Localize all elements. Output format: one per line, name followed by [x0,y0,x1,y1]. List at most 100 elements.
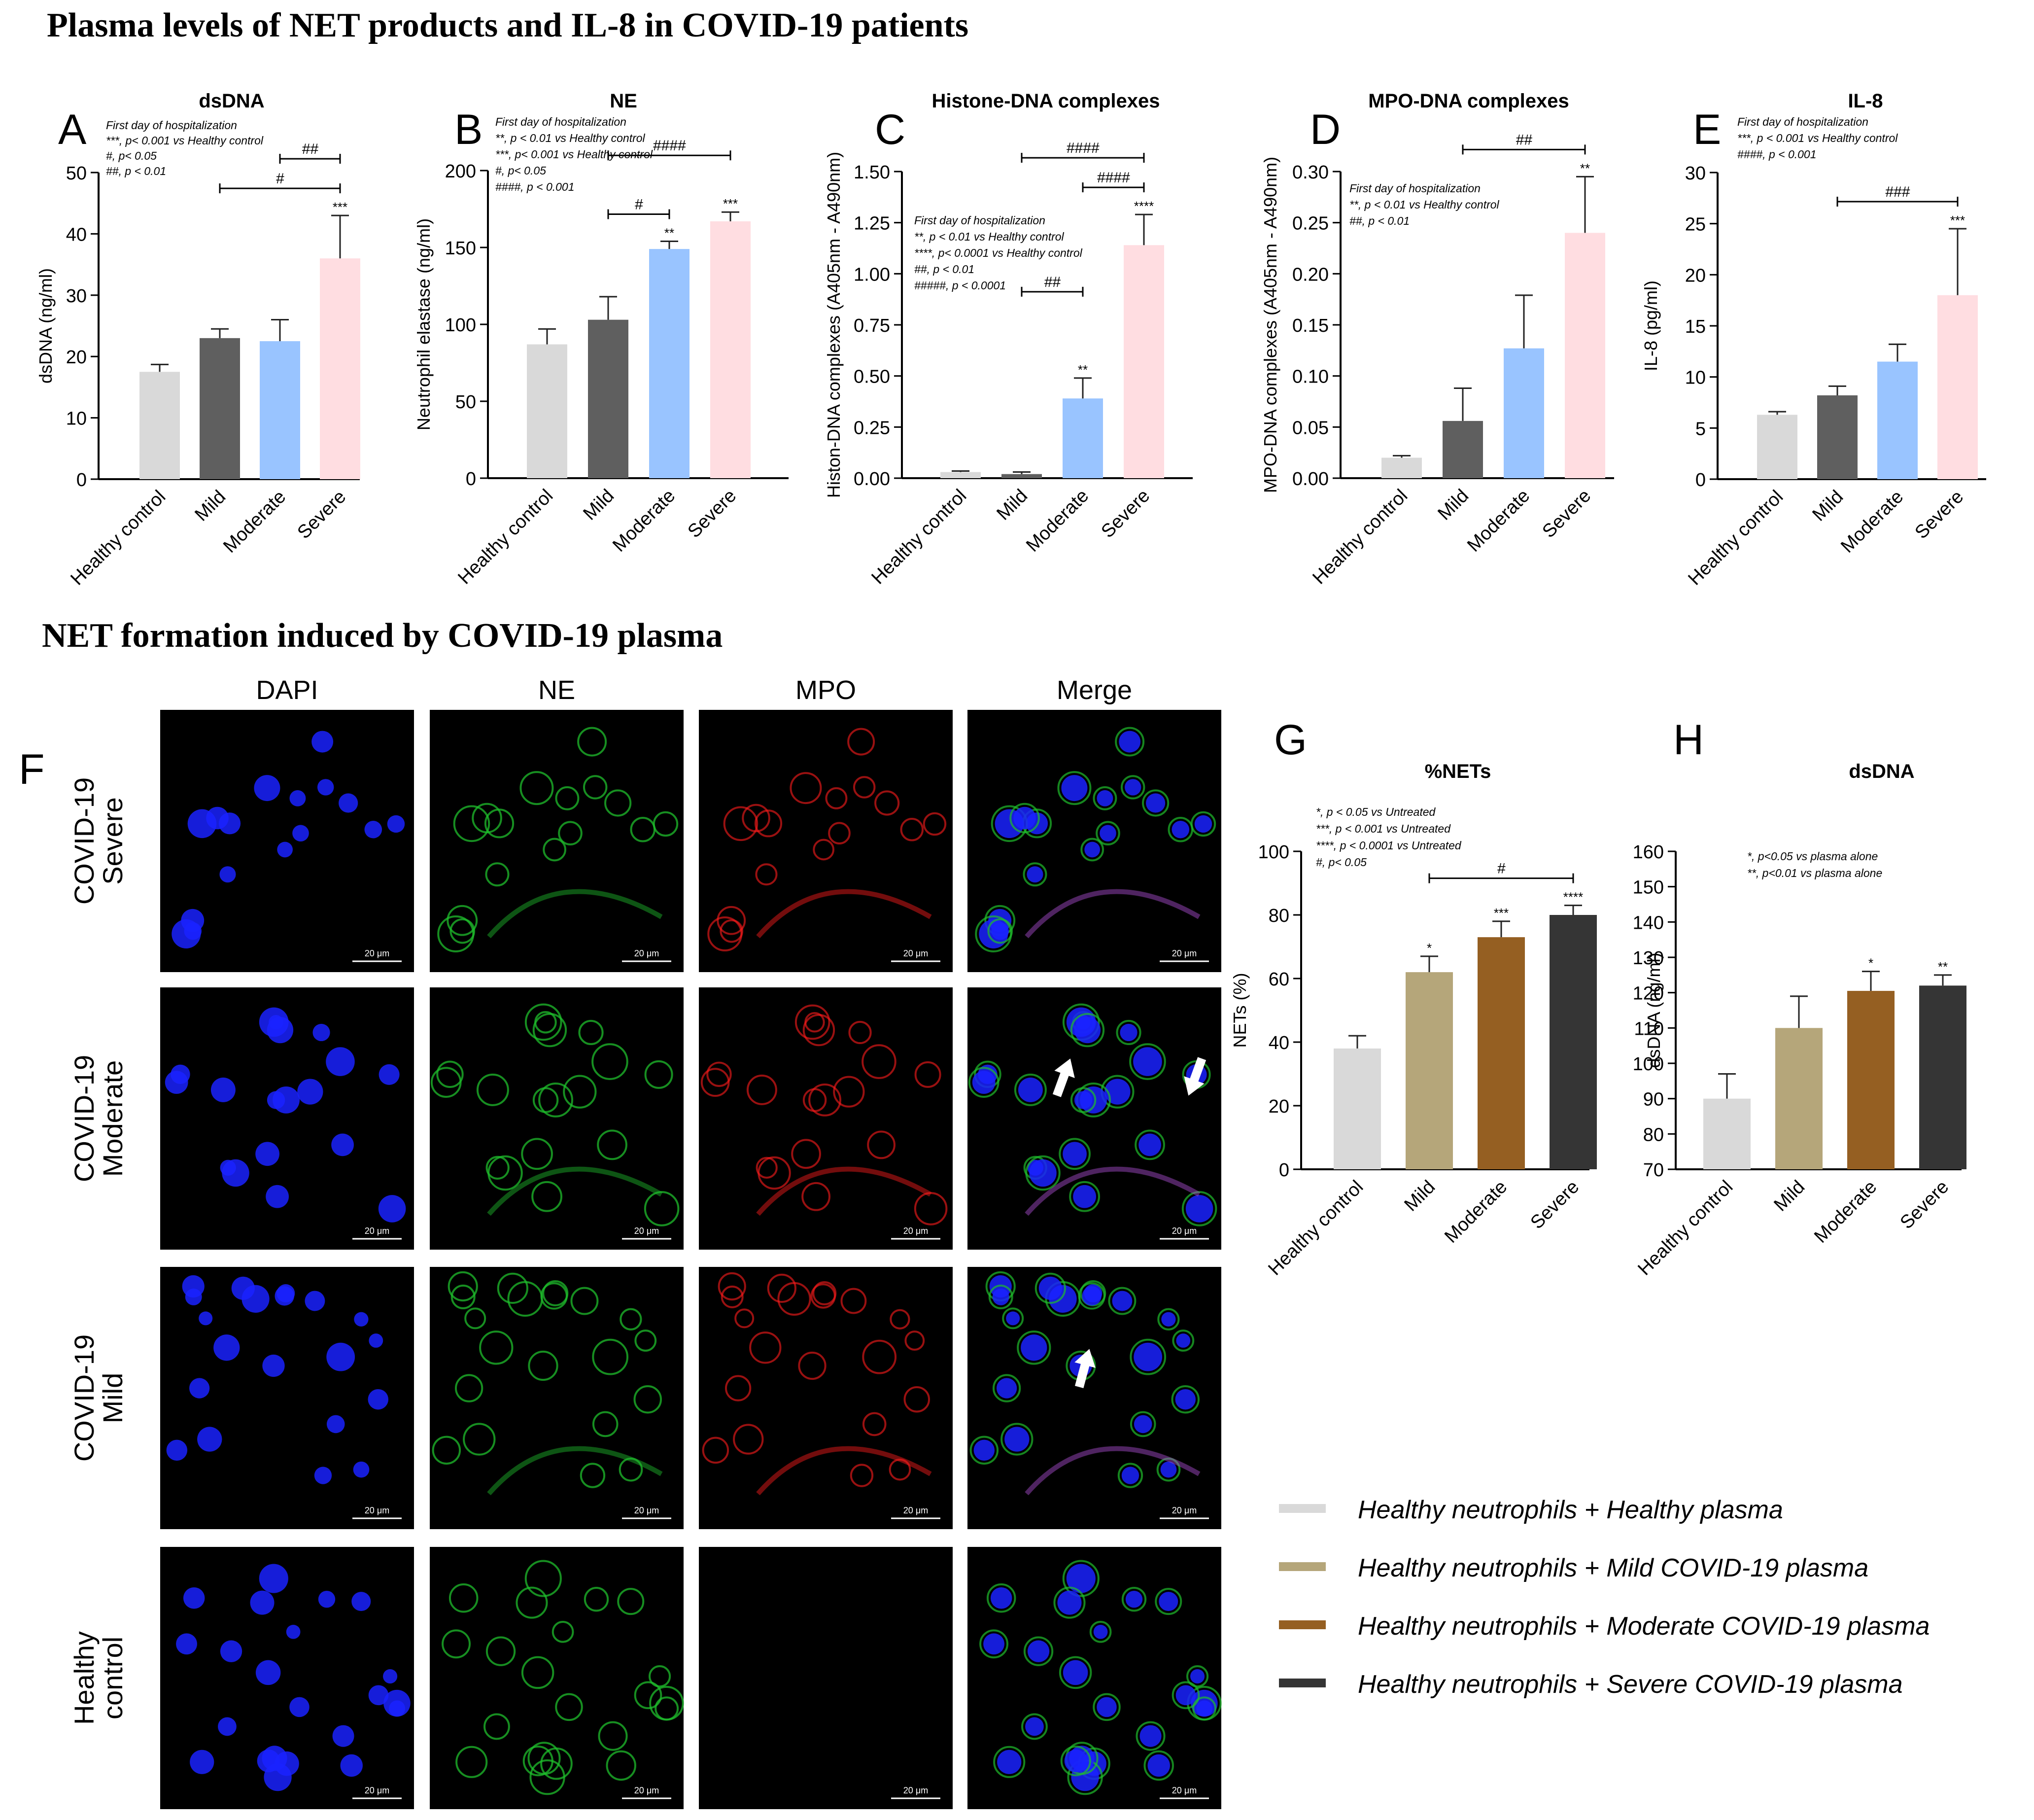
merge-nucleus [1082,1286,1102,1306]
scale-bar-label: 20 μm [1172,1785,1197,1795]
chart-D: D MPO-DNA complexes 0.00 0.05 0.10 0.15 0.20 0.… [1260,90,1614,589]
stats-note-line: ##, p < 0.01 [106,165,166,177]
mpo-signal [890,1309,910,1330]
x-tick-label: Healthy control [867,486,970,589]
nucleus [387,815,405,833]
micrograph-mpo [699,1547,953,1809]
merge-nucleus [1097,1697,1117,1717]
ne-granules [555,786,580,810]
ne-granules [464,1307,486,1330]
mpo-signal [723,806,758,841]
x-tick-label: Mild [1808,487,1847,525]
bracket-label: #### [653,138,686,154]
y-tick-label: 1.25 [854,213,890,234]
x-tick-label: Mild [191,487,230,525]
merge-ring [1002,1307,1024,1330]
arrow-marker [1074,1349,1096,1388]
nucleus [176,1633,198,1655]
x-tick-label: Severe [1527,1177,1584,1233]
chart-title-G: %NETs [1425,761,1491,782]
ne-granules [634,1681,662,1710]
ne-granules [485,1155,510,1180]
bar-moderate [260,341,300,479]
y-tick-label: 80 [1643,1124,1664,1145]
y-tick-label: 0.20 [1292,264,1329,285]
mpo-signal [802,1088,827,1112]
ne-granules [485,862,510,887]
x-tick-label: Healthy control [1634,1177,1737,1280]
ne-granules [487,1155,523,1191]
merge-ring [1116,1019,1141,1046]
ne-granules [619,1457,643,1482]
y-tick-label: 1.00 [854,264,890,285]
stats-note-line: ***, p< 0.001 vs Healthy control [495,148,653,161]
nucleus [351,1592,371,1611]
y-tick-label: 100 [1633,1054,1664,1075]
nucleus [311,731,334,753]
mpo-signal [706,1061,732,1087]
merge-nucleus [1084,841,1100,858]
merge-nucleus [1006,1311,1020,1326]
significance-stars: *** [1950,213,1965,228]
stats-note-line: First day of hospitalization [106,119,237,132]
bar-healthy-control [1381,457,1422,478]
merge-ring [1060,1746,1091,1777]
chart-title-D: MPO-DNA complexes [1368,90,1569,112]
merge-nucleus [1176,1333,1191,1348]
significance-stars: ** [1938,959,1948,974]
bar-healthy-control [527,344,567,478]
y-tick-label: 5 [1695,419,1706,439]
chart-title-A: dsDNA [199,90,264,112]
row-label-line2: Moderate [97,1060,128,1177]
mpo-signal [900,817,924,841]
nucleus [189,1378,210,1399]
y-axis-label-A: dsDNA (ng/ml) [35,268,56,384]
merge-ring [1014,1073,1047,1106]
scale-bar-label: 20 μm [365,1226,389,1236]
x-tick-label: Healthy control [1309,486,1412,589]
legend-label: Healthy neutrophils + Severe COVID-19 pl… [1358,1670,1903,1699]
merge-nucleus [1073,1185,1096,1208]
x-tick-label: Severe [294,487,350,543]
y-tick-label: 0 [466,469,476,490]
merge-ring [1129,1043,1166,1080]
merge-ring [1121,1586,1147,1612]
mpo-signal [755,863,778,886]
merge-nucleus [1057,1590,1082,1615]
mpo-signal [742,804,770,833]
nucleus [267,1091,285,1109]
x-tick-label: Healthy control [67,487,170,590]
merge-nucleus [973,1439,995,1461]
merge-ring [1023,862,1047,887]
legend: Healthy neutrophils + Healthy plasma Heal… [1279,1496,1930,1699]
x-tick-label: Mild [1770,1177,1809,1216]
nucleus [292,825,309,842]
merge-nucleus [1104,1079,1131,1105]
mpo-signal [717,906,746,935]
merge-nucleus [1097,790,1113,806]
ne-granules [598,1721,628,1751]
scale-bar-label: 20 μm [1172,1226,1197,1236]
y-tick-label: 20 [66,347,87,368]
nucleus [210,1077,236,1102]
nucleus [368,1389,389,1410]
ne-granules [543,838,566,862]
bar-severe [710,221,751,479]
nucleus [340,1754,363,1777]
x-tick-label: Mild [1434,486,1473,525]
bar-mild [200,338,240,479]
nucleus [190,1750,214,1774]
merge-nucleus [1061,775,1088,802]
ne-granules [558,821,583,846]
nucleus [389,1700,406,1717]
ne-granules [538,1082,573,1118]
y-axis-label-C: Histon-DNA complexes (A405nm - A490nm) [824,152,844,498]
nucleus [314,1467,332,1484]
merge-ring [1062,1560,1100,1597]
x-tick-label: Severe [1098,486,1154,542]
y-tick-label: 60 [1269,969,1289,990]
merge-nucleus [1121,1467,1139,1484]
net-strand [756,889,932,939]
net-strand [756,1446,932,1496]
